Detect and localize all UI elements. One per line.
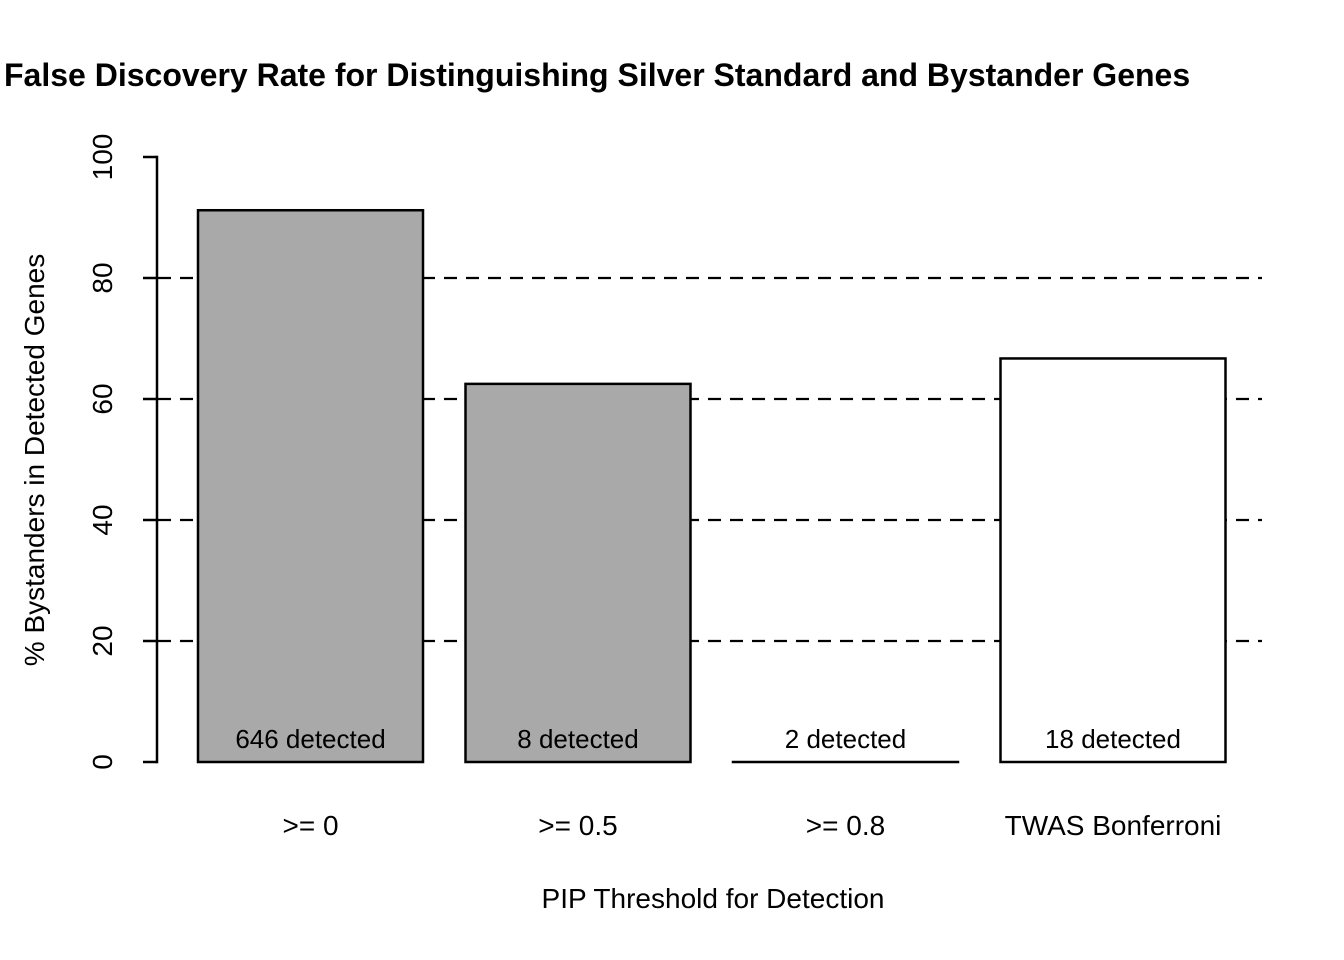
bar-labels-group: 646 detected 8 detected 2 detected 18 detec… [235, 724, 1181, 754]
x-category-label: TWAS Bonferroni [1005, 810, 1222, 841]
x-labels-group: >= 0 >= 0.5 >= 0.8 TWAS Bonferroni [282, 810, 1221, 841]
y-tick-label-20: 20 [87, 625, 118, 656]
y-axis-group: 0 20 40 60 80 100 [87, 134, 159, 770]
y-tick-label-100: 100 [87, 134, 118, 181]
x-category-label: >= 0 [282, 810, 338, 841]
bar-count-label: 2 detected [785, 724, 906, 754]
x-category-label: >= 0.8 [806, 810, 885, 841]
y-tick-label-0: 0 [87, 754, 118, 770]
bar-TWAS Bonferroni [999, 357, 1227, 764]
x-category-label: >= 0.5 [538, 810, 617, 841]
y-tick-label-40: 40 [87, 504, 118, 535]
y-axis-title: % Bystanders in Detected Genes [19, 254, 50, 666]
bar->= 0 [196, 208, 425, 764]
bar->= 0.5 [464, 382, 692, 764]
x-axis-title: PIP Threshold for Detection [542, 883, 885, 914]
bars-group [196, 208, 1227, 764]
bar-count-label: 646 detected [235, 724, 385, 754]
bar-count-label: 8 detected [517, 724, 638, 754]
bar-count-label: 18 detected [1045, 724, 1181, 754]
y-tick-label-80: 80 [87, 262, 118, 293]
y-tick-label-60: 60 [87, 383, 118, 414]
chart-title: False Discovery Rate for Distinguishing … [4, 57, 1191, 93]
